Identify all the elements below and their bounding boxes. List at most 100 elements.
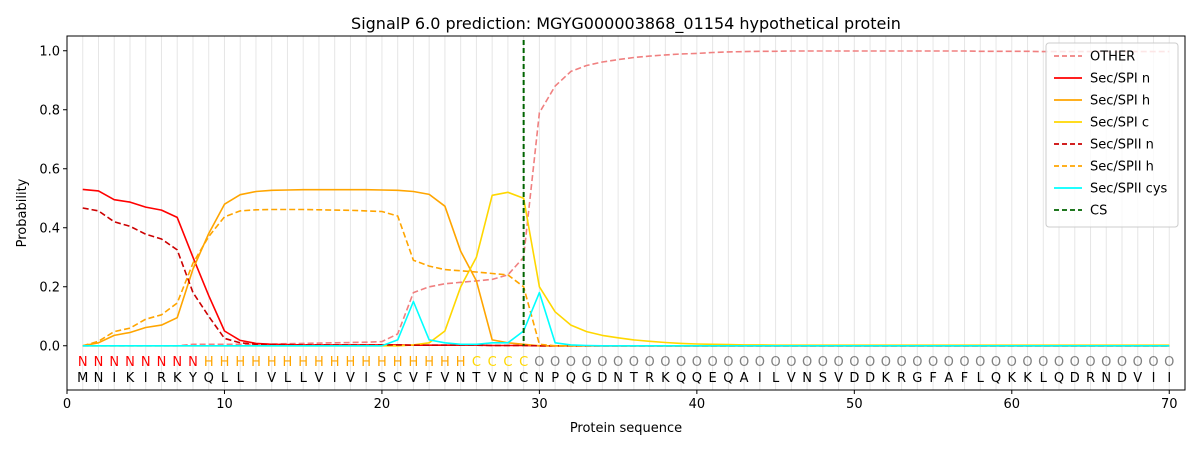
sequence-letter: V bbox=[346, 371, 355, 386]
y-axis-label: Probability bbox=[15, 178, 30, 247]
region-letter: O bbox=[896, 355, 906, 370]
region-letter: H bbox=[456, 355, 466, 370]
region-letter: O bbox=[582, 355, 592, 370]
region-letter: O bbox=[818, 355, 828, 370]
region-letter: O bbox=[645, 355, 655, 370]
series-line-sec-spi-c bbox=[82, 191, 1170, 347]
series-line-other bbox=[82, 50, 1170, 347]
region-letter: O bbox=[566, 355, 576, 370]
region-letter: N bbox=[188, 355, 198, 370]
region-letter: O bbox=[912, 355, 922, 370]
region-letter: O bbox=[1117, 355, 1127, 370]
region-letter: N bbox=[125, 355, 135, 370]
x-tick-label: 60 bbox=[1004, 397, 1021, 412]
x-tick-label: 10 bbox=[216, 397, 233, 412]
region-letter: O bbox=[1022, 355, 1032, 370]
sequence-letter: L bbox=[1040, 371, 1048, 386]
sequence-letter: D bbox=[597, 371, 607, 386]
region-letter: O bbox=[739, 355, 749, 370]
sequence-letter: Q bbox=[676, 371, 686, 386]
region-letter: O bbox=[755, 355, 765, 370]
legend-label: Sec/SPII n bbox=[1090, 138, 1154, 153]
region-letter: O bbox=[1054, 355, 1064, 370]
sequence-letter: K bbox=[1023, 371, 1032, 386]
series-line-sec-spi-n bbox=[82, 188, 1170, 347]
legend-label: OTHER bbox=[1090, 50, 1135, 65]
region-letter: O bbox=[1007, 355, 1017, 370]
sequence-letter: D bbox=[865, 371, 875, 386]
sequence-letter: T bbox=[629, 371, 638, 386]
residue-grid bbox=[82, 36, 1170, 390]
sequence-letter: I bbox=[1152, 371, 1156, 386]
sequence-letter: V bbox=[440, 371, 449, 386]
region-letter: O bbox=[550, 355, 560, 370]
sequence-letter: V bbox=[787, 371, 796, 386]
sequence-letter: N bbox=[503, 371, 513, 386]
sequence-letter: L bbox=[221, 371, 229, 386]
sequence-letter: D bbox=[849, 371, 859, 386]
region-letter: H bbox=[330, 355, 340, 370]
sequence-letter: E bbox=[708, 371, 716, 386]
sequence-letter: N bbox=[535, 371, 545, 386]
region-letter: O bbox=[676, 355, 686, 370]
sequence-letter: R bbox=[157, 371, 166, 386]
region-letter: O bbox=[660, 355, 670, 370]
region-letter: O bbox=[534, 355, 544, 370]
sequence-letter: C bbox=[519, 371, 528, 386]
legend-label: Sec/SPII h bbox=[1090, 160, 1154, 175]
sequence-letter: I bbox=[758, 371, 762, 386]
sequence-letter: K bbox=[126, 371, 135, 386]
region-letter: O bbox=[991, 355, 1001, 370]
x-tick-label: 70 bbox=[1161, 397, 1178, 412]
region-letter: H bbox=[377, 355, 387, 370]
region-letter: H bbox=[298, 355, 308, 370]
region-letter: N bbox=[157, 355, 167, 370]
series-line-sec-spi-h bbox=[82, 188, 1170, 347]
sequence-letter: I bbox=[333, 371, 337, 386]
x-axis-ticks: 0 10 20 30 40 50 60 70 bbox=[63, 390, 1178, 412]
region-letter: O bbox=[786, 355, 796, 370]
y-tick-label: 0.0 bbox=[39, 339, 60, 354]
sequence-letter: N bbox=[94, 371, 104, 386]
region-letter: C bbox=[503, 355, 512, 370]
sequence-letter: R bbox=[1086, 371, 1095, 386]
region-letter: H bbox=[424, 355, 434, 370]
y-tick-label: 0.8 bbox=[39, 103, 60, 118]
legend: OTHER Sec/SPI n Sec/SPI h Sec/SPI c Sec/SPII… bbox=[1045, 42, 1179, 228]
sequence-letter: R bbox=[897, 371, 906, 386]
region-letter: H bbox=[251, 355, 261, 370]
region-letter: H bbox=[314, 355, 324, 370]
sequence-letter: P bbox=[551, 371, 559, 386]
region-letter: C bbox=[488, 355, 497, 370]
sequence-letter: F bbox=[425, 371, 432, 386]
region-letter: H bbox=[235, 355, 245, 370]
region-letter: O bbox=[944, 355, 954, 370]
x-tick-label: 20 bbox=[374, 397, 391, 412]
region-letter: O bbox=[629, 355, 639, 370]
y-tick-label: 1.0 bbox=[39, 44, 60, 59]
y-tick-label: 0.4 bbox=[39, 221, 60, 236]
legend-label: Sec/SPI c bbox=[1090, 116, 1149, 131]
x-tick-label: 30 bbox=[531, 397, 548, 412]
sequence-letter: F bbox=[961, 371, 968, 386]
sequence-letter: G bbox=[912, 371, 922, 386]
sequence-letter: K bbox=[1008, 371, 1017, 386]
region-letter: H bbox=[440, 355, 450, 370]
sequence-letter: V bbox=[314, 371, 323, 386]
x-axis-label: Protein sequence bbox=[570, 421, 682, 436]
region-letter: H bbox=[346, 355, 356, 370]
x-tick-label: 50 bbox=[846, 397, 863, 412]
sequence-letter: I bbox=[144, 371, 148, 386]
x-tick-label: 40 bbox=[689, 397, 706, 412]
region-letter: O bbox=[833, 355, 843, 370]
region-letter: O bbox=[1164, 355, 1174, 370]
region-letter: O bbox=[723, 355, 733, 370]
region-letter: O bbox=[1148, 355, 1158, 370]
plot-frame bbox=[66, 35, 1186, 391]
sequence-letter: V bbox=[267, 371, 276, 386]
region-letter: H bbox=[204, 355, 214, 370]
sequence-letter: C bbox=[393, 371, 402, 386]
sequence-letter: V bbox=[1133, 371, 1142, 386]
sequence-letter: A bbox=[740, 371, 749, 386]
